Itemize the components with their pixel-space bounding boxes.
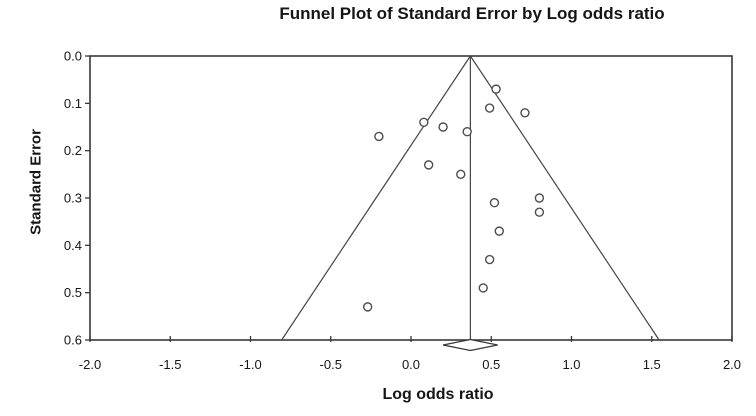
data-point (456, 169, 466, 180)
data-point (484, 254, 495, 265)
y-tick-label: 0.0 (64, 49, 82, 64)
x-tick-label: 1.5 (643, 357, 661, 372)
data-point (484, 103, 495, 113)
x-tick-label: -0.5 (320, 357, 342, 372)
data-point (534, 207, 545, 217)
data-point (534, 193, 545, 203)
data-point (489, 198, 500, 208)
data-point (462, 127, 472, 137)
y-tick-label: 0.4 (64, 238, 82, 253)
data-point (374, 131, 384, 142)
data-point (423, 160, 434, 170)
funnel-ci-line-right (469, 55, 660, 341)
data-point (478, 283, 488, 293)
data-point (438, 122, 448, 132)
x-tick-label: -1.0 (239, 357, 261, 372)
data-point (419, 117, 429, 127)
plot-frame (89, 55, 733, 341)
x-tick-label: 1.0 (562, 357, 580, 372)
y-tick-label: 0.1 (64, 96, 82, 111)
data-point (494, 226, 504, 236)
y-tick-label: 0.2 (64, 143, 82, 158)
funnel-ci-line-left (281, 55, 471, 341)
x-tick-label: 2.0 (723, 357, 741, 372)
data-point (520, 108, 530, 118)
data-point (362, 302, 373, 312)
summary-diamond (442, 338, 498, 352)
x-tick-label: -2.0 (79, 357, 101, 372)
y-tick-label: 0.3 (64, 191, 82, 206)
y-tick-label: 0.5 (64, 285, 82, 300)
x-tick-label: -1.5 (159, 357, 181, 372)
chart-title: Funnel Plot of Standard Error by Log odd… (279, 4, 665, 23)
x-axis-title: Log odds ratio (382, 386, 494, 403)
data-point (491, 84, 501, 94)
x-tick-label: 0.5 (482, 357, 500, 372)
x-tick-label: 0.0 (402, 357, 420, 372)
y-tick-label: 0.6 (64, 333, 82, 348)
